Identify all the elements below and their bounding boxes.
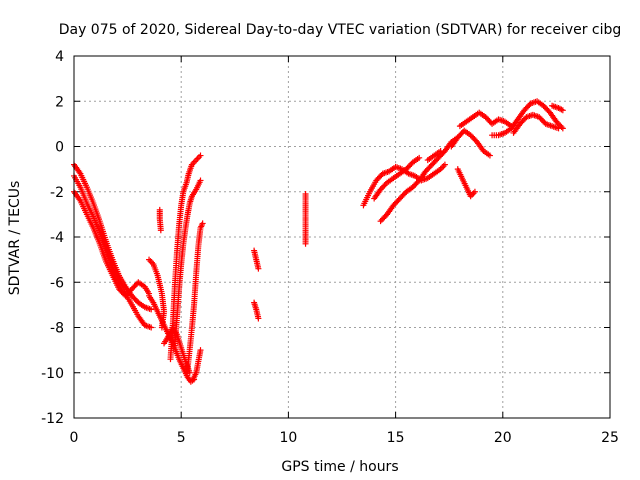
y-tick-label: -2 bbox=[50, 185, 64, 201]
plot-frame bbox=[73, 55, 611, 419]
y-axis-title: SDTVAR / TECUs bbox=[7, 181, 23, 296]
data-marks bbox=[71, 98, 566, 385]
y-tick-label: 0 bbox=[55, 140, 64, 156]
data-point bbox=[486, 152, 493, 159]
data-point bbox=[416, 154, 423, 161]
data-point bbox=[441, 161, 448, 168]
data-point bbox=[471, 188, 478, 195]
data-point bbox=[199, 220, 206, 227]
data-point bbox=[255, 315, 262, 322]
y-tick-label: -8 bbox=[50, 321, 64, 337]
y-tick-label: -6 bbox=[50, 275, 64, 291]
y-tick-label: -4 bbox=[50, 230, 64, 246]
data-point bbox=[255, 265, 262, 272]
data-point bbox=[302, 240, 309, 247]
x-tick-label: 25 bbox=[601, 430, 619, 446]
data-point bbox=[186, 369, 193, 376]
grid-layer bbox=[74, 56, 610, 418]
y-tick-label: -10 bbox=[41, 366, 64, 382]
x-tick-label: 15 bbox=[387, 430, 405, 446]
x-tick-label: 10 bbox=[279, 430, 297, 446]
data-point bbox=[158, 324, 165, 331]
tick-labels: 0 5 10 15 20 25 -12 -10 -8 -6 -4 -2 0 2 4 bbox=[41, 49, 619, 446]
data-point bbox=[559, 107, 566, 114]
data-point bbox=[197, 347, 204, 354]
x-tick-label: 5 bbox=[177, 430, 186, 446]
y-tick-label: 2 bbox=[55, 94, 64, 110]
data-point bbox=[197, 177, 204, 184]
data-point bbox=[148, 324, 155, 331]
x-tick-label: 0 bbox=[70, 430, 79, 446]
data-point bbox=[197, 152, 204, 159]
x-tick-label: 20 bbox=[494, 430, 512, 446]
chart-title: Day 075 of 2020, Sidereal Day-to-day VTE… bbox=[59, 22, 622, 38]
x-axis-title: GPS time / hours bbox=[281, 459, 398, 475]
y-tick-label: -12 bbox=[41, 411, 64, 427]
data-point bbox=[555, 125, 562, 132]
data-point bbox=[157, 227, 164, 234]
y-tick-label: 4 bbox=[55, 49, 64, 65]
data-point bbox=[437, 148, 444, 155]
data-point bbox=[148, 306, 155, 313]
data-point bbox=[558, 124, 565, 131]
